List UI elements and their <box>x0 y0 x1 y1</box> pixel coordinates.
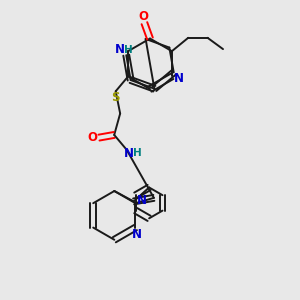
Text: H: H <box>124 45 133 55</box>
Text: N: N <box>137 194 147 207</box>
Text: N: N <box>115 43 125 56</box>
Text: N: N <box>173 72 183 85</box>
Text: H: H <box>133 148 141 158</box>
Text: O: O <box>139 10 149 23</box>
Text: N: N <box>124 147 134 160</box>
Text: O: O <box>88 131 98 144</box>
Text: N: N <box>132 228 142 241</box>
Text: S: S <box>111 91 119 104</box>
